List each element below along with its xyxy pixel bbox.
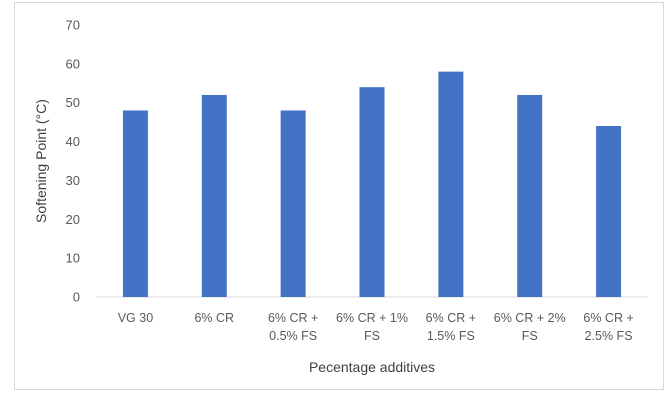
x-axis-title: Pecentage additives	[309, 359, 435, 375]
x-tick-label: 6% CR +	[583, 311, 633, 325]
bar	[280, 110, 306, 297]
y-tick-label: 60	[66, 56, 80, 71]
y-tick-label: 50	[66, 95, 80, 110]
y-tick-label: 70	[66, 18, 80, 33]
x-tick-label: 6% CR +	[426, 311, 476, 325]
x-tick-label: 6% CR + 1%	[336, 311, 408, 325]
bar	[122, 110, 148, 297]
bar	[359, 87, 385, 298]
y-tick-label: 30	[66, 173, 80, 188]
y-tick-label: 10	[66, 251, 80, 266]
x-tick-label: 6% CR	[194, 311, 234, 325]
chart-frame	[14, 2, 664, 390]
y-axis-title: Softening Point (°C)	[33, 99, 49, 223]
y-tick-label: 40	[66, 134, 80, 149]
bar	[201, 94, 227, 297]
y-tick-label: 0	[73, 290, 80, 305]
x-tick-label: 6% CR +	[268, 311, 318, 325]
x-tick-label: 0.5% FS	[269, 329, 317, 343]
x-tick-label: FS	[522, 329, 538, 343]
bar	[517, 94, 543, 297]
x-tick-label: FS	[364, 329, 380, 343]
bar	[438, 71, 464, 297]
x-tick-label: 2.5% FS	[585, 329, 633, 343]
x-tick-label: VG 30	[118, 311, 153, 325]
x-tick-label: 1.5% FS	[427, 329, 475, 343]
bar	[596, 126, 622, 298]
x-tick-label: 6% CR + 2%	[494, 311, 566, 325]
y-tick-label: 20	[66, 212, 80, 227]
